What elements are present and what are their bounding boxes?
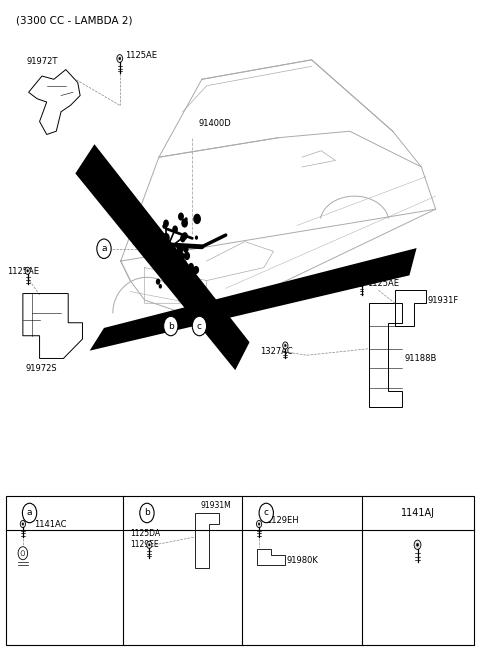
Circle shape (156, 278, 160, 285)
Circle shape (164, 316, 178, 336)
Circle shape (191, 273, 196, 281)
Circle shape (151, 241, 156, 247)
Text: a: a (101, 244, 107, 253)
Circle shape (163, 273, 168, 280)
Text: 1129EH: 1129EH (266, 516, 299, 526)
Circle shape (150, 248, 157, 258)
Circle shape (178, 213, 184, 220)
Circle shape (152, 262, 156, 267)
Circle shape (184, 233, 188, 238)
Circle shape (182, 232, 188, 240)
Circle shape (27, 270, 28, 272)
Circle shape (181, 218, 188, 228)
Circle shape (417, 543, 419, 546)
Circle shape (283, 342, 288, 349)
Circle shape (192, 280, 198, 289)
Text: 91972T: 91972T (27, 57, 58, 67)
Circle shape (181, 259, 187, 268)
Circle shape (140, 503, 154, 523)
Text: 1125AE: 1125AE (367, 278, 399, 288)
Text: c: c (197, 321, 202, 331)
Text: c: c (264, 509, 269, 518)
Circle shape (117, 55, 122, 63)
Circle shape (20, 520, 25, 527)
Circle shape (119, 57, 120, 60)
Circle shape (361, 282, 362, 284)
Text: 1125AE: 1125AE (125, 52, 157, 61)
Text: 91931M: 91931M (201, 501, 232, 510)
Circle shape (152, 238, 157, 246)
Circle shape (172, 226, 178, 233)
Circle shape (147, 541, 152, 548)
Circle shape (161, 255, 168, 265)
Text: 1327AC: 1327AC (260, 347, 293, 356)
Text: 91400D: 91400D (199, 119, 231, 128)
Text: 1141AC: 1141AC (34, 520, 66, 529)
Circle shape (22, 523, 24, 525)
Circle shape (193, 266, 199, 274)
Circle shape (155, 227, 160, 235)
Circle shape (158, 237, 164, 245)
Circle shape (23, 503, 36, 523)
Circle shape (193, 214, 201, 224)
Circle shape (163, 220, 169, 228)
Circle shape (162, 233, 170, 243)
Circle shape (258, 523, 260, 525)
Text: 1141AJ: 1141AJ (401, 508, 435, 518)
Text: 91931F: 91931F (428, 295, 459, 304)
Circle shape (176, 256, 181, 264)
Circle shape (171, 265, 177, 273)
Circle shape (192, 316, 206, 336)
Circle shape (162, 224, 166, 229)
Text: b: b (168, 321, 174, 331)
Circle shape (285, 344, 286, 347)
Circle shape (184, 217, 188, 222)
Text: 1125AE: 1125AE (8, 267, 39, 276)
Circle shape (144, 248, 149, 255)
Circle shape (360, 280, 364, 286)
Text: 91980K: 91980K (287, 556, 319, 565)
Text: b: b (144, 509, 150, 518)
Text: 1125DA: 1125DA (130, 529, 160, 538)
Circle shape (177, 244, 183, 254)
Circle shape (25, 267, 30, 274)
Circle shape (195, 235, 198, 240)
Circle shape (256, 520, 262, 527)
Polygon shape (90, 248, 417, 351)
Text: a: a (27, 509, 32, 518)
Circle shape (180, 235, 186, 243)
Text: (3300 CC - LAMBDA 2): (3300 CC - LAMBDA 2) (16, 16, 132, 25)
Circle shape (177, 252, 185, 262)
Circle shape (142, 230, 147, 237)
Circle shape (188, 263, 194, 271)
Circle shape (174, 256, 180, 263)
Circle shape (97, 239, 111, 258)
Circle shape (191, 267, 196, 275)
Circle shape (18, 547, 28, 559)
Circle shape (149, 251, 154, 258)
Polygon shape (75, 144, 250, 370)
Circle shape (174, 278, 179, 285)
Circle shape (135, 227, 141, 234)
Circle shape (148, 544, 150, 546)
Text: 91188B: 91188B (405, 354, 437, 363)
Circle shape (156, 250, 164, 259)
Circle shape (259, 503, 274, 523)
Text: 1129EE: 1129EE (130, 541, 159, 549)
Circle shape (159, 284, 162, 289)
Circle shape (414, 540, 421, 550)
Circle shape (184, 252, 190, 260)
Circle shape (164, 278, 168, 284)
Circle shape (183, 245, 189, 253)
Text: 91972S: 91972S (25, 364, 57, 374)
